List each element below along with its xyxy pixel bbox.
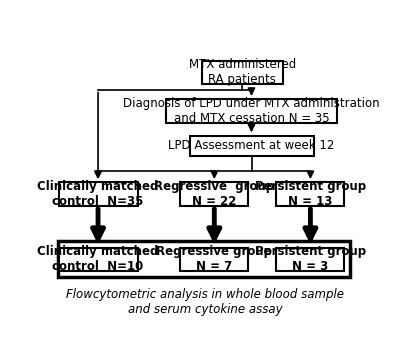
Text: Clinically matched
control  N=10: Clinically matched control N=10 [37,246,159,273]
Bar [58,242,350,278]
Text: Flowcytometric analysis in whole blood sample
and serum cytokine assay: Flowcytometric analysis in whole blood s… [66,288,344,316]
Bar [276,183,344,206]
Text: Persistent group
N = 3: Persistent group N = 3 [255,246,366,273]
Text: Regressive group
N = 7: Regressive group N = 7 [156,246,272,273]
Text: Regressive  group
N = 22: Regressive group N = 22 [154,180,274,208]
Bar [190,136,314,156]
Bar [180,248,248,271]
Bar [58,183,138,206]
Bar [276,248,344,271]
Text: Persistent group
N = 13: Persistent group N = 13 [255,180,366,208]
Bar [180,183,248,206]
Text: Clinically matched
control  N=35: Clinically matched control N=35 [37,180,159,208]
Text: MTX administered
RA patients: MTX administered RA patients [188,58,296,86]
Text: LPD Assessment at week 12: LPD Assessment at week 12 [168,139,335,152]
Bar [166,99,337,123]
Text: Diagnosis of LPD under MTX administration
and MTX cessation N = 35: Diagnosis of LPD under MTX administratio… [123,97,380,125]
Bar [202,60,282,84]
Bar [58,248,138,271]
